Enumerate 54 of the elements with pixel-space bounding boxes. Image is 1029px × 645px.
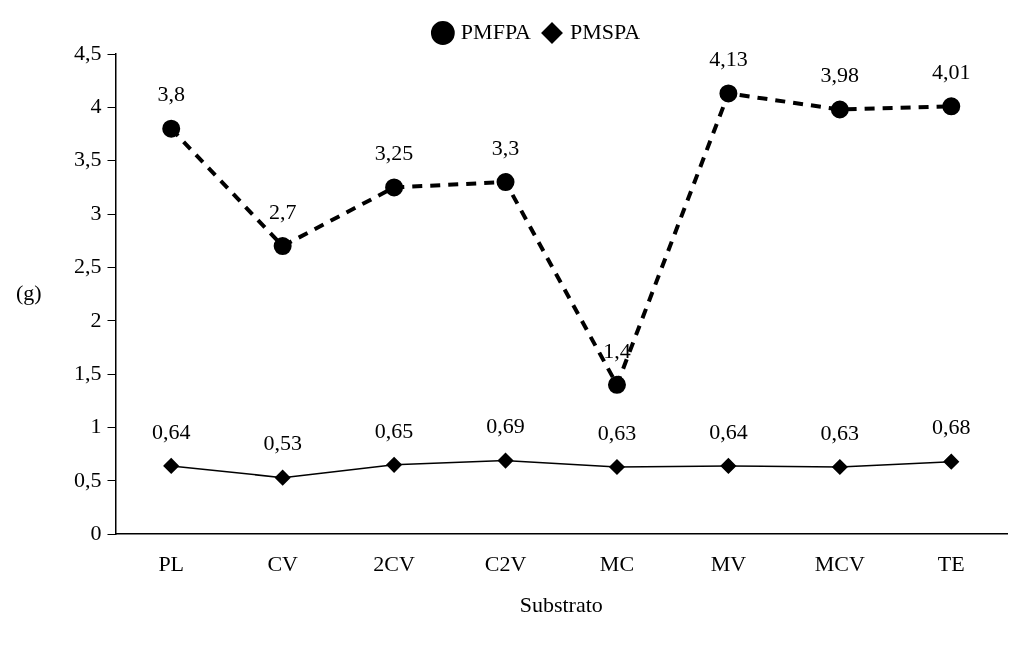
point [832, 459, 848, 475]
point [273, 237, 292, 256]
point [720, 458, 737, 474]
y-tick-label: 0,5 [74, 466, 102, 492]
point [274, 469, 291, 486]
data-label: 0,64 [151, 418, 191, 444]
data-label: 4,13 [709, 46, 748, 72]
y-tick-label: 1,5 [74, 359, 102, 385]
data-label: 0,63 [820, 419, 860, 445]
data-label: 3,25 [374, 140, 414, 166]
data-label: 0,64 [709, 418, 748, 444]
data-label: 4,01 [932, 59, 971, 85]
x-tick-label: CV [267, 551, 299, 577]
legend-label: PMFPA [460, 18, 532, 44]
point [942, 97, 961, 116]
point [830, 100, 849, 119]
legend-label: PMSPA [570, 18, 641, 44]
point [385, 178, 404, 197]
x-tick-label: MCV [814, 551, 866, 577]
y-tick-label: 1 [90, 413, 102, 439]
data-label: 0,63 [597, 419, 637, 445]
y-tick-label: 4 [90, 93, 102, 119]
point [497, 452, 514, 469]
data-label: 0,68 [932, 414, 971, 440]
x-axis-title: Substrato [519, 591, 603, 617]
y-tick-label: 4,5 [74, 39, 102, 65]
point [386, 457, 402, 473]
point [496, 173, 515, 192]
data-label: 3,8 [157, 81, 185, 107]
data-label: 0,53 [263, 430, 302, 456]
y-tick-label: 2,5 [74, 253, 102, 279]
x-tick-label: MV [710, 551, 747, 577]
data-label: 3,3 [491, 134, 520, 160]
point [163, 458, 179, 474]
point [162, 119, 181, 138]
y-tick-label: 2 [90, 306, 102, 332]
x-tick-label: PL [158, 551, 185, 577]
x-tick-label: 2CV [373, 551, 415, 577]
x-tick-label: MC [599, 551, 635, 577]
y-tick-label: 0 [90, 519, 102, 545]
data-label: 1,4 [603, 337, 631, 363]
point [719, 84, 738, 103]
y-axis-title: (g) [16, 279, 42, 305]
y-tick-label: 3,5 [74, 146, 102, 172]
data-label: 3,98 [820, 62, 860, 88]
data-label: 2,7 [268, 198, 297, 224]
point [609, 459, 625, 475]
point [607, 375, 626, 394]
x-tick-label: TE [937, 551, 965, 577]
y-tick-label: 3 [90, 199, 102, 225]
point [943, 453, 960, 470]
data-label: 0,69 [486, 413, 525, 439]
data-label: 0,65 [374, 417, 414, 443]
x-tick-label: C2V [484, 551, 527, 577]
